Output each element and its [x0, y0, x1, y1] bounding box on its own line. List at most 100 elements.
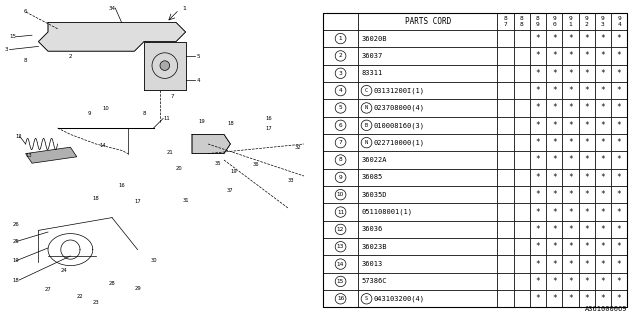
Text: 10: 10 — [337, 192, 344, 197]
Text: 30: 30 — [150, 258, 157, 263]
Bar — [358, 290, 497, 308]
Bar — [358, 116, 497, 134]
Text: *: * — [568, 34, 573, 43]
Text: *: * — [536, 103, 540, 112]
Bar — [514, 151, 530, 169]
Bar — [497, 99, 514, 116]
Bar — [358, 82, 497, 99]
Text: 35: 35 — [214, 161, 221, 166]
Text: *: * — [568, 260, 573, 268]
Bar — [579, 221, 595, 238]
Bar — [563, 65, 579, 82]
Bar — [530, 99, 546, 116]
Bar — [358, 273, 497, 290]
Bar — [514, 12, 530, 30]
Bar — [530, 221, 546, 238]
Bar — [323, 151, 358, 169]
Bar — [514, 30, 530, 47]
Bar — [497, 151, 514, 169]
Text: 8
9: 8 9 — [536, 16, 540, 27]
Text: *: * — [552, 156, 557, 164]
Text: *: * — [568, 208, 573, 217]
Text: 36020B: 36020B — [361, 36, 387, 42]
Bar — [497, 290, 514, 308]
Text: *: * — [600, 34, 605, 43]
Bar — [595, 134, 611, 151]
Bar — [595, 169, 611, 186]
Bar — [358, 238, 497, 255]
Text: *: * — [600, 277, 605, 286]
Text: 3: 3 — [4, 47, 8, 52]
Text: *: * — [617, 156, 621, 164]
Text: 36037: 36037 — [361, 53, 383, 59]
Text: *: * — [568, 156, 573, 164]
Bar — [497, 30, 514, 47]
Text: 29: 29 — [134, 285, 141, 291]
Bar — [563, 151, 579, 169]
Text: *: * — [536, 260, 540, 268]
Bar — [497, 186, 514, 204]
Text: *: * — [584, 208, 589, 217]
Bar — [546, 47, 563, 65]
Text: *: * — [536, 294, 540, 303]
Text: *: * — [552, 277, 557, 286]
Bar — [595, 65, 611, 82]
Bar — [595, 290, 611, 308]
Text: 36036: 36036 — [361, 226, 383, 232]
Bar — [497, 169, 514, 186]
Text: *: * — [568, 190, 573, 199]
Bar — [579, 99, 595, 116]
Text: 1: 1 — [339, 36, 342, 41]
Bar — [497, 221, 514, 238]
Bar — [611, 82, 627, 99]
Text: *: * — [617, 103, 621, 112]
Text: 9
1: 9 1 — [568, 16, 572, 27]
Bar — [323, 82, 358, 99]
Text: *: * — [584, 190, 589, 199]
Bar — [579, 47, 595, 65]
Bar — [514, 255, 530, 273]
Bar — [514, 47, 530, 65]
Bar — [514, 273, 530, 290]
Text: 010008160(3): 010008160(3) — [373, 122, 424, 129]
Text: *: * — [552, 86, 557, 95]
Bar — [514, 134, 530, 151]
Bar — [563, 186, 579, 204]
Text: *: * — [536, 242, 540, 251]
Bar — [579, 273, 595, 290]
Bar — [530, 116, 546, 134]
Text: 8: 8 — [142, 111, 146, 116]
Bar — [323, 12, 358, 30]
Text: 33: 33 — [288, 178, 294, 183]
Text: *: * — [584, 138, 589, 147]
Text: 6: 6 — [24, 9, 28, 14]
Text: 16: 16 — [118, 183, 125, 188]
Bar — [546, 273, 563, 290]
Text: *: * — [617, 138, 621, 147]
Text: 12: 12 — [337, 227, 344, 232]
Text: 18: 18 — [227, 121, 234, 126]
Text: 051108001(1): 051108001(1) — [361, 209, 412, 215]
Text: *: * — [584, 34, 589, 43]
Text: *: * — [584, 103, 589, 112]
Text: A361000069: A361000069 — [585, 306, 627, 312]
Text: *: * — [617, 208, 621, 217]
Bar — [358, 30, 497, 47]
Bar — [546, 204, 563, 221]
Text: 023708000(4): 023708000(4) — [373, 105, 424, 111]
Text: *: * — [552, 52, 557, 60]
Bar — [579, 116, 595, 134]
Bar — [546, 99, 563, 116]
Text: 25: 25 — [13, 239, 19, 244]
Bar — [323, 290, 358, 308]
Bar — [546, 255, 563, 273]
Text: *: * — [584, 242, 589, 251]
Text: 7: 7 — [339, 140, 342, 145]
Bar — [514, 238, 530, 255]
Bar — [546, 186, 563, 204]
Bar — [514, 99, 530, 116]
Text: *: * — [552, 294, 557, 303]
Text: *: * — [536, 121, 540, 130]
Bar — [611, 134, 627, 151]
Text: 10: 10 — [102, 106, 109, 111]
